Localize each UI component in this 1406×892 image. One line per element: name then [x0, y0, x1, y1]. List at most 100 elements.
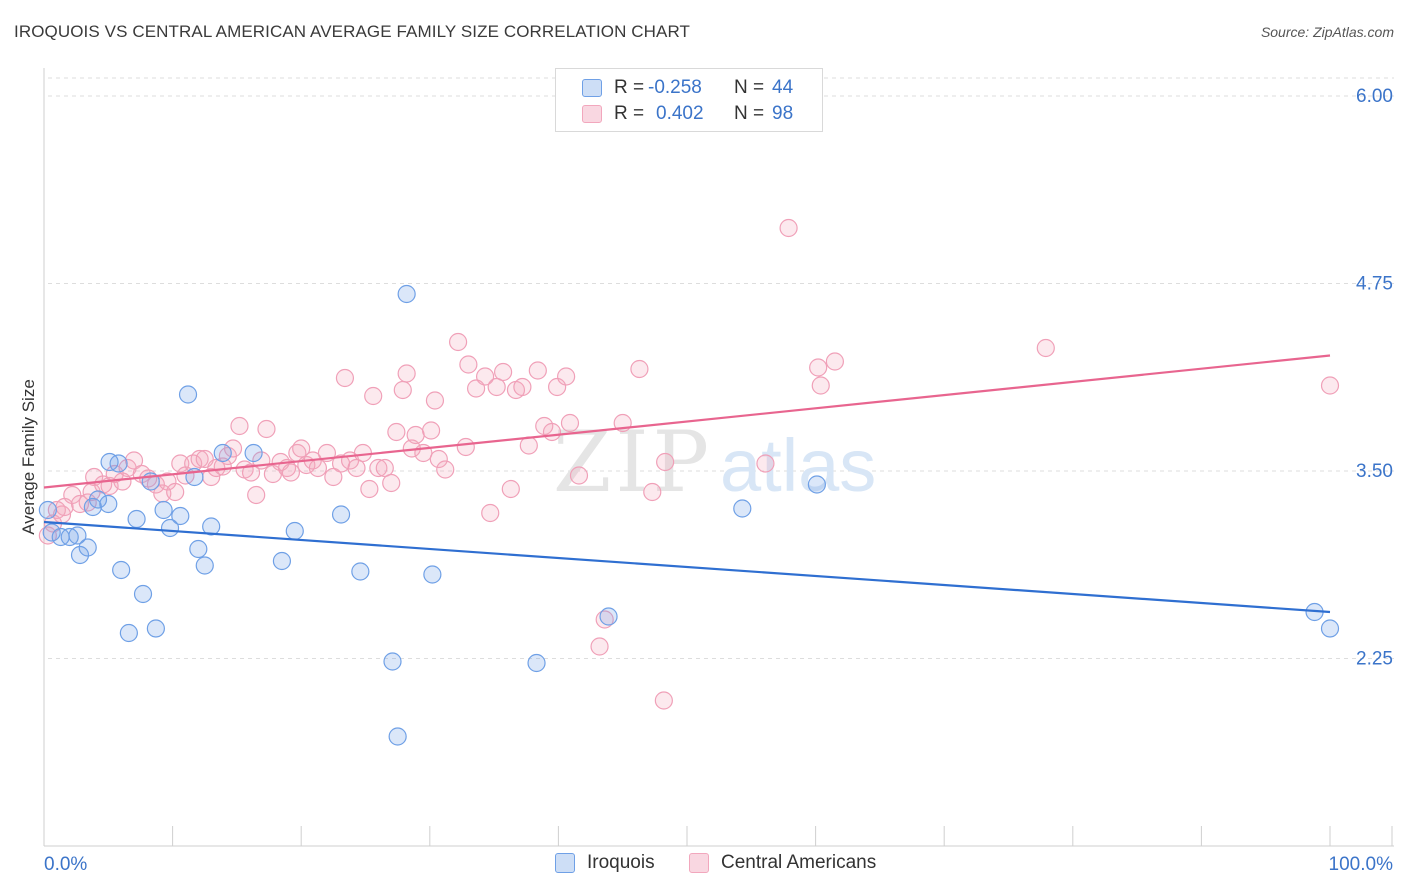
series-label-central-americans: Central Americans — [721, 852, 877, 873]
central-americans-point — [292, 439, 311, 458]
central-americans-point — [557, 367, 576, 386]
central-americans-point — [406, 425, 425, 445]
iroquois-point — [807, 475, 826, 494]
axes — [43, 68, 1394, 847]
iroquois-point — [171, 506, 190, 526]
legend-r-value: -0.258 — [648, 77, 702, 98]
central-americans-point — [113, 472, 132, 491]
watermark-zip: ZIP — [553, 413, 713, 511]
central-americans-point — [429, 449, 448, 469]
iroquois-point — [109, 454, 128, 473]
x-tick-label-min: 0.0% — [44, 854, 87, 875]
central-americans-point — [756, 454, 775, 473]
series-swatch-iroquois — [555, 853, 575, 873]
iroquois-point — [383, 652, 402, 671]
central-americans-point — [569, 466, 589, 485]
central-americans-point — [369, 458, 388, 478]
central-americans-point — [643, 482, 662, 502]
central-americans-point — [335, 368, 355, 388]
central-americans-point — [542, 422, 562, 442]
iroquois-point — [331, 505, 351, 524]
iroquois-point — [70, 545, 90, 565]
iroquois-point — [527, 653, 546, 673]
central-americans-point — [809, 358, 828, 377]
legend-n-value: 44 — [772, 77, 794, 98]
iroquois-point — [60, 527, 79, 547]
central-americans-point — [347, 458, 366, 478]
y-tick-label: 6.00 — [1356, 86, 1393, 107]
iroquois-point — [146, 619, 165, 638]
iroquois-point — [127, 509, 146, 529]
central-americans-point — [257, 419, 276, 439]
series-label-iroquois: Iroquois — [587, 852, 655, 873]
y-tick-label: 3.50 — [1356, 461, 1393, 482]
iroquois-point — [1320, 619, 1340, 638]
central-americans-point — [481, 503, 500, 523]
data-points — [38, 218, 1340, 746]
central-americans-point — [375, 458, 394, 478]
iroquois-point — [285, 521, 304, 541]
central-americans-point — [364, 386, 383, 406]
central-americans-point — [825, 352, 844, 371]
iroquois-point — [599, 607, 618, 626]
chart-title: IROQUOIS VS CENTRAL AMERICAN AVERAGE FAM… — [14, 22, 691, 41]
central-americans-point — [590, 637, 609, 656]
y-tick-label: 2.25 — [1356, 649, 1393, 670]
iroquois-point — [99, 494, 118, 514]
central-americans-point — [425, 391, 445, 410]
iroquois-point — [88, 490, 108, 509]
central-americans-point — [448, 332, 468, 352]
central-americans-point — [501, 479, 520, 499]
watermark: ZIP atlas — [553, 413, 876, 511]
legend-swatch-iroquois — [582, 79, 602, 97]
iroquois-point — [213, 443, 232, 463]
central-americans-point — [656, 452, 675, 472]
iroquois-point — [68, 526, 87, 545]
iroquois-point — [195, 556, 214, 575]
legend-r-label: R = — [614, 103, 645, 124]
iroquois-point — [397, 284, 416, 304]
source-label: Source: ZipAtlas.com — [1260, 24, 1394, 40]
iroquois-point — [119, 623, 138, 643]
central-americans-point — [387, 422, 406, 442]
central-americans-point — [475, 367, 495, 386]
legend-n-value: 98 — [772, 103, 794, 124]
y-tick-label: 4.75 — [1356, 274, 1393, 295]
central-americans-point — [494, 362, 513, 382]
iroquois-point — [154, 500, 173, 520]
iroquois-point — [112, 560, 131, 580]
legend-n-label: N = — [734, 103, 765, 124]
central-americans-point — [393, 380, 412, 400]
central-americans-point — [171, 454, 190, 473]
iroquois-point — [100, 452, 119, 472]
central-americans-point — [560, 413, 580, 433]
iroquois-point — [351, 562, 370, 581]
central-americans-point — [241, 463, 261, 482]
central-americans-point — [223, 439, 243, 458]
central-americans-point — [230, 416, 249, 436]
iroquois-point — [133, 584, 153, 604]
central-americans-point — [513, 377, 532, 397]
iroquois-point — [178, 385, 198, 404]
central-americans-point — [519, 436, 538, 455]
iroquois-point — [38, 500, 57, 520]
central-americans-point — [1320, 376, 1340, 395]
trend-lines — [43, 354, 1331, 614]
iroquois-point — [160, 518, 180, 538]
central-americans-point — [436, 460, 455, 479]
series-swatch-central-americans — [689, 853, 709, 873]
central-americans-point — [456, 437, 475, 457]
iroquois-point — [202, 517, 221, 536]
central-americans-point — [397, 364, 416, 383]
central-americans-point — [324, 467, 343, 487]
x-tick-label-max: 100.0% — [1329, 854, 1394, 875]
central-americans-point — [1036, 338, 1055, 358]
iroquois-point — [423, 565, 442, 584]
y-axis-title: Average Family Size — [19, 379, 38, 535]
central-americans-point — [213, 457, 232, 476]
central-americans-point — [360, 479, 379, 499]
central-americans-point — [421, 421, 441, 440]
axis-labels: 6.00 4.75 3.50 2.25 0.0% 100.0% Average Family… — [19, 86, 1393, 875]
central-americans-point — [353, 443, 373, 463]
central-americans-point — [548, 377, 567, 397]
